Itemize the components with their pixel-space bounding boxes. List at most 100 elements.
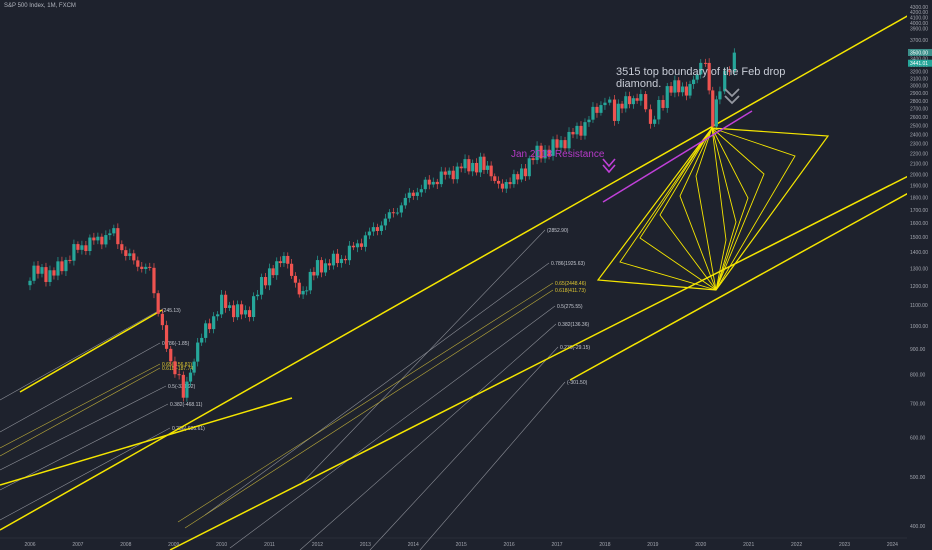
candle-body xyxy=(451,170,455,180)
candle-body xyxy=(543,149,547,159)
candle-body xyxy=(559,140,563,148)
candle-body xyxy=(423,179,427,190)
candle-body xyxy=(688,84,692,96)
candle-body xyxy=(375,227,379,232)
fib-line-left xyxy=(0,363,161,449)
candle-body xyxy=(718,91,722,100)
candle-body xyxy=(263,277,268,286)
fib-label-right: 0.5(275.55) xyxy=(557,304,583,310)
fib-line-right xyxy=(204,262,550,516)
candle-body xyxy=(591,106,595,120)
resistance-line xyxy=(602,110,753,203)
x-tick-label: 2021 xyxy=(743,542,754,548)
candle-body xyxy=(339,258,344,264)
candle-body xyxy=(278,261,282,264)
candle-body xyxy=(188,372,193,382)
candle-body xyxy=(707,62,711,91)
diamond-fan-line xyxy=(639,127,717,291)
candle-body xyxy=(173,361,177,375)
y-tick-label: 3900.00 xyxy=(910,26,928,32)
candle-body xyxy=(343,258,348,261)
candle-body xyxy=(255,294,260,297)
candle-body xyxy=(711,90,715,127)
x-tick-label: 2008 xyxy=(120,542,131,548)
y-tick-label: 2300.00 xyxy=(910,142,928,148)
channel-mid-line xyxy=(0,397,293,486)
y-tick-label: 600.00 xyxy=(910,435,926,441)
candle-body xyxy=(644,94,648,110)
candle-body xyxy=(512,174,516,185)
candle-body xyxy=(28,280,32,286)
candle-body xyxy=(132,253,136,261)
candle-body xyxy=(367,231,371,236)
fib-label-right: 0.236(-29.15) xyxy=(560,345,590,351)
candle-body xyxy=(100,236,104,245)
x-tick-label: 2017 xyxy=(551,542,562,548)
candle-body xyxy=(104,235,108,245)
x-tick-label: 2012 xyxy=(312,542,323,548)
candle-body xyxy=(52,270,56,276)
candle-body xyxy=(383,218,387,226)
candle-body xyxy=(282,255,286,264)
candle-body xyxy=(489,165,493,177)
y-tick-label: 3700.00 xyxy=(910,38,928,44)
candle-body xyxy=(204,323,208,338)
fib-line-left xyxy=(0,367,161,457)
candle-body xyxy=(684,86,688,96)
candle-body xyxy=(575,125,579,135)
candle-body xyxy=(88,237,92,252)
fib-label-left: 0.786(-1.85) xyxy=(162,341,190,347)
y-tick-label: 2100.00 xyxy=(910,162,928,168)
candle-body xyxy=(496,180,501,184)
x-tick-label: 2014 xyxy=(408,542,419,548)
y-tick-label: 2200.00 xyxy=(910,151,928,157)
y-tick-label: 700.00 xyxy=(910,402,926,408)
candle-body xyxy=(455,166,459,180)
candle-body xyxy=(587,119,591,123)
candle-body xyxy=(120,244,124,251)
candle-body xyxy=(435,181,439,185)
candle-body xyxy=(504,182,508,189)
candle-body xyxy=(251,296,256,317)
x-tick-label: 2011 xyxy=(264,542,275,548)
candle-body xyxy=(116,228,120,245)
candle-body xyxy=(387,212,391,219)
candle-body xyxy=(547,149,551,156)
candle-body xyxy=(474,162,479,173)
fib-line-right xyxy=(229,305,556,549)
candle-body xyxy=(673,80,677,93)
y-tick-label: 3100.00 xyxy=(910,77,928,83)
candle-body xyxy=(351,245,356,248)
fib-label-left: 0.65(-156.81) xyxy=(162,362,192,368)
y-tick-label: 1700.00 xyxy=(910,208,928,214)
x-tick-label: 2016 xyxy=(504,542,515,548)
candle-body xyxy=(691,79,696,85)
diamond-fan-line xyxy=(619,127,717,291)
y-tick-label: 2900.00 xyxy=(910,91,928,97)
candle-body xyxy=(36,265,40,274)
candle-body xyxy=(527,158,531,177)
candle-body xyxy=(371,227,375,232)
candle-body xyxy=(648,109,653,124)
candle-body xyxy=(220,294,224,315)
candle-body xyxy=(96,236,100,241)
y-tick-label: 3400.00 xyxy=(910,56,928,62)
candle-body xyxy=(459,166,463,169)
candles xyxy=(28,48,736,402)
candle-body xyxy=(379,225,383,232)
candle-body xyxy=(403,197,407,206)
candle-body xyxy=(247,310,252,317)
candle-body xyxy=(523,168,528,177)
candle-body xyxy=(695,74,699,80)
y-tick-label: 1800.00 xyxy=(910,195,928,201)
y-tick-label: 2700.00 xyxy=(910,107,928,113)
candle-body xyxy=(108,233,112,236)
y-tick-label: 4100.00 xyxy=(910,15,928,21)
candle-body xyxy=(727,70,732,72)
candle-body xyxy=(92,237,96,241)
x-tick-label: 2018 xyxy=(599,542,610,548)
chevron-down-icon-magenta xyxy=(602,158,616,174)
candle-body xyxy=(124,250,128,256)
candle-body xyxy=(467,159,471,172)
